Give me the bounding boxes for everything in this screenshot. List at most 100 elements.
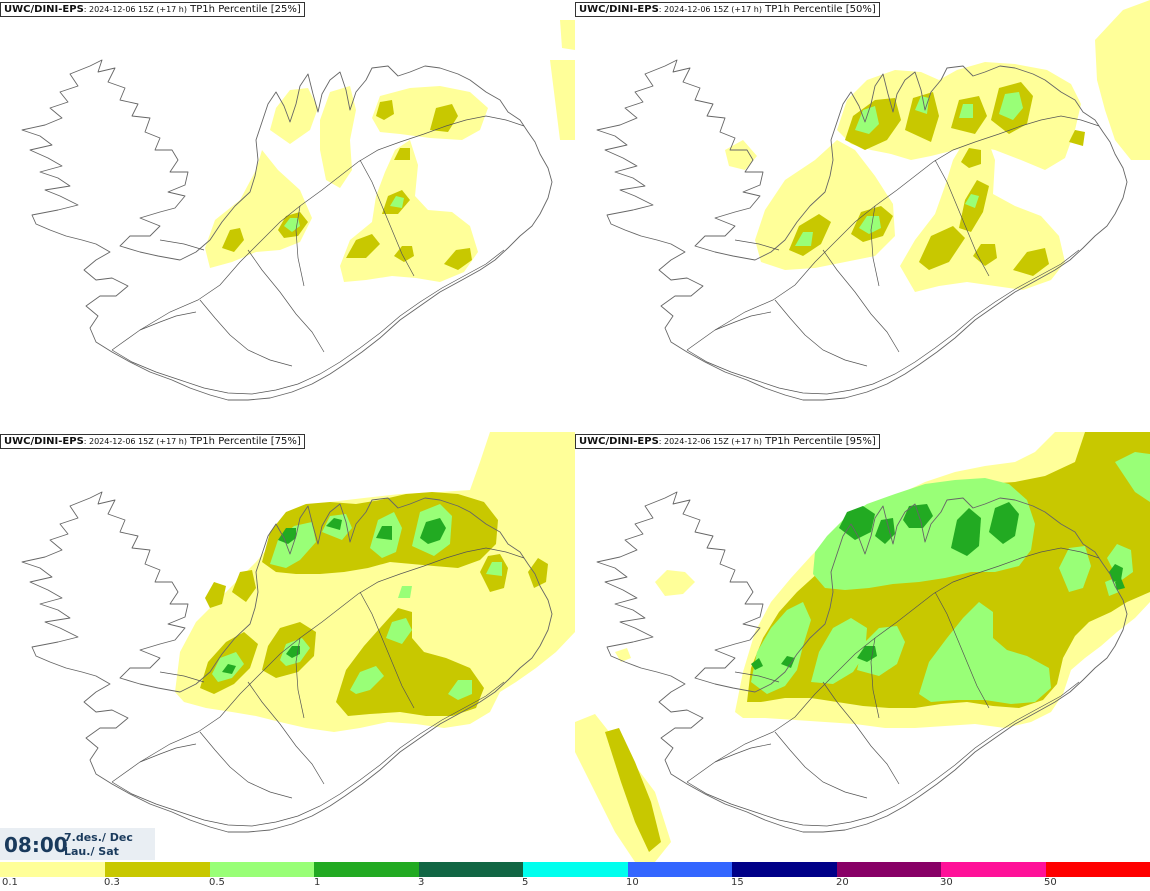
legend-label: 5 xyxy=(522,877,529,888)
road-line xyxy=(359,591,415,709)
precip-area xyxy=(965,194,979,208)
iceland-coastline xyxy=(21,491,553,833)
road-line xyxy=(714,311,772,331)
precip-area xyxy=(286,646,300,658)
precip-area xyxy=(755,140,895,270)
legend-swatch xyxy=(837,862,941,877)
precip-area xyxy=(989,502,1019,544)
precip-area xyxy=(336,608,484,716)
road-line xyxy=(139,743,197,763)
valid-time-clock: 08:00 xyxy=(4,833,68,857)
road-line xyxy=(934,591,990,709)
precip-area xyxy=(346,234,380,258)
precip-area xyxy=(615,648,631,662)
precip-area xyxy=(919,226,965,270)
legend-swatch xyxy=(419,862,523,877)
precip-area xyxy=(420,518,446,544)
road-line xyxy=(870,637,880,719)
precip-area xyxy=(448,680,472,700)
precip-area xyxy=(999,92,1023,120)
legend-swatch xyxy=(1046,862,1150,877)
road-line xyxy=(159,239,205,251)
legend-swatch xyxy=(523,862,628,877)
road-line xyxy=(111,681,505,827)
precip-area xyxy=(376,100,394,120)
precip-area xyxy=(811,618,867,684)
legend-label: 0.1 xyxy=(2,877,18,888)
map-panel-p95: UWC/DINI-EPS: 2024-12-06 15Z (+17 h) TP1… xyxy=(575,432,1150,862)
precip-area xyxy=(973,244,997,266)
legend-swatch xyxy=(314,862,419,877)
road-line xyxy=(247,681,325,785)
precip-area xyxy=(372,86,488,140)
legend-swatch xyxy=(105,862,210,877)
precip-area xyxy=(1059,546,1091,592)
precip-area xyxy=(222,664,236,674)
road-line xyxy=(139,311,197,331)
precip-area xyxy=(528,558,548,588)
valid-day: Lau./ Sat xyxy=(64,845,119,858)
road-line xyxy=(686,681,1080,827)
map-p25 xyxy=(21,20,575,401)
precip-layer xyxy=(175,432,575,732)
legend-label: 10 xyxy=(626,877,639,888)
legend-swatch xyxy=(732,862,837,877)
map-p95 xyxy=(575,432,1150,862)
precip-area xyxy=(605,728,661,852)
iceland-coastline xyxy=(21,59,553,401)
road-line xyxy=(734,671,780,683)
precip-area xyxy=(386,618,412,644)
precip-area xyxy=(430,104,458,132)
color-legend xyxy=(0,862,1150,877)
road-line xyxy=(822,681,900,785)
legend-label: 3 xyxy=(418,877,425,888)
map-p75 xyxy=(21,432,575,833)
road-line xyxy=(822,249,900,353)
road-line xyxy=(199,731,293,799)
road-line xyxy=(295,205,305,287)
precip-area xyxy=(961,148,981,168)
road-line xyxy=(295,637,305,719)
precip-area xyxy=(222,228,244,252)
precip-area xyxy=(232,570,256,602)
precip-area xyxy=(398,586,412,598)
precip-area xyxy=(270,88,318,144)
road-line xyxy=(359,159,415,277)
map-panel-p75: UWC/DINI-EPS: 2024-12-06 15Z (+17 h) TP1… xyxy=(0,432,575,862)
road-line xyxy=(111,547,525,783)
legend-swatch xyxy=(210,862,314,877)
precip-area xyxy=(919,602,1051,704)
precip-area xyxy=(781,656,795,668)
precip-area xyxy=(326,518,342,530)
precip-area xyxy=(350,666,384,694)
precip-area xyxy=(1095,0,1150,160)
precip-layer xyxy=(725,0,1150,292)
precip-area xyxy=(959,104,973,118)
precip-area xyxy=(859,216,881,234)
precip-area xyxy=(855,106,879,134)
road-line xyxy=(734,239,780,251)
road-line xyxy=(159,671,205,683)
precip-area xyxy=(560,20,575,50)
road-line xyxy=(870,205,880,287)
legend-swatch xyxy=(0,862,105,877)
valid-time-box: 08:00 7.des./ Dec Lau./ Sat xyxy=(0,828,155,860)
legend-label: 30 xyxy=(940,877,953,888)
panel-title: UWC/DINI-EPS: 2024-12-06 15Z (+17 h) TP1… xyxy=(0,434,305,449)
precip-area xyxy=(1115,452,1150,502)
precip-area xyxy=(795,232,813,246)
legend-label: 1 xyxy=(314,877,321,888)
road-line xyxy=(774,731,868,799)
precip-area xyxy=(751,602,811,694)
precip-area xyxy=(1107,544,1133,582)
precip-layer xyxy=(575,432,1150,862)
precip-area xyxy=(376,526,392,540)
valid-date: 7.des./ Dec xyxy=(64,831,133,844)
precip-area xyxy=(725,140,757,170)
precip-area xyxy=(394,246,414,262)
road-line xyxy=(686,249,1080,395)
iceland-coastline xyxy=(596,491,1128,833)
precip-area xyxy=(1115,578,1125,590)
legend-swatch xyxy=(628,862,732,877)
legend-label: 20 xyxy=(836,877,849,888)
